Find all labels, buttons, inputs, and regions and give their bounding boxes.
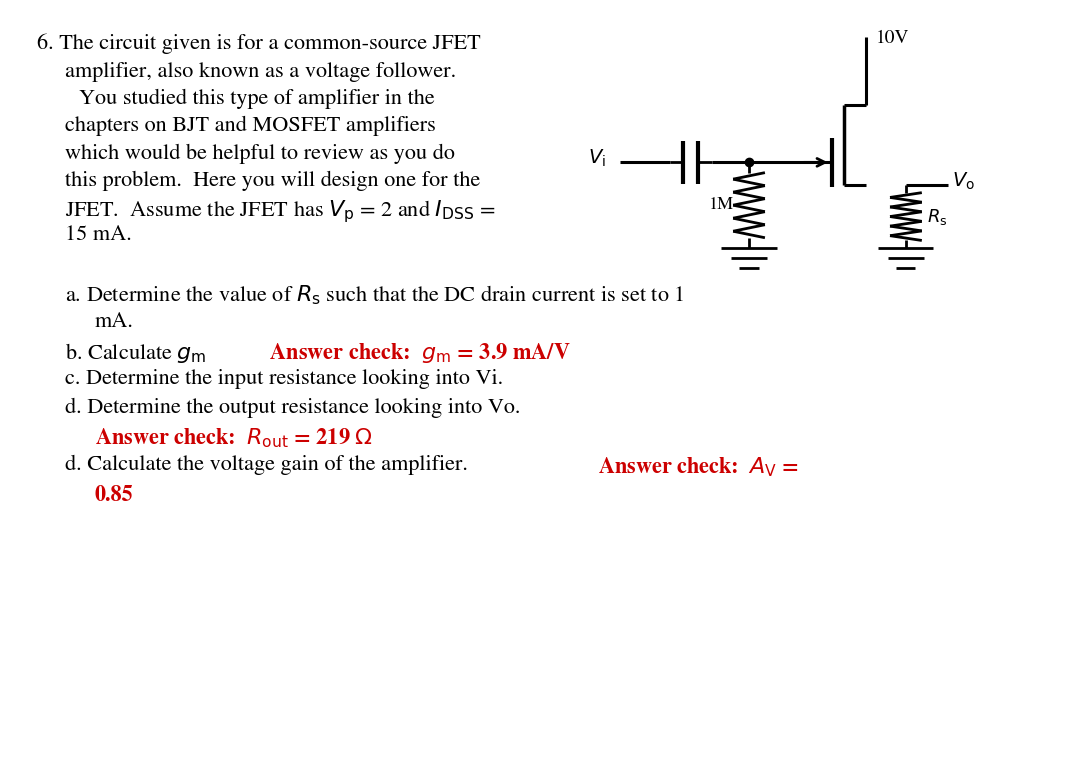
Text: $V_{\rm o}$: $V_{\rm o}$ <box>952 171 974 192</box>
Text: this problem.  Here you will design one for the: this problem. Here you will design one f… <box>66 171 480 191</box>
Text: 6. The circuit given is for a common-source JFET: 6. The circuit given is for a common-sou… <box>37 33 480 54</box>
Text: 15 mA.: 15 mA. <box>66 225 132 245</box>
Text: c. Determine the input resistance looking into Vi.: c. Determine the input resistance lookin… <box>66 369 504 389</box>
Text: Answer check:  $g_{\rm m}$ = 3.9 mA/V: Answer check: $g_{\rm m}$ = 3.9 mA/V <box>243 341 571 365</box>
Text: a. Determine the value of $R_{\rm s}$ such that the DC drain current is set to 1: a. Determine the value of $R_{\rm s}$ su… <box>66 283 685 307</box>
Text: 10V: 10V <box>876 29 910 47</box>
Text: mA.: mA. <box>95 313 134 332</box>
Text: Answer check:  $R_{\rm out}$ = 219 $\Omega$: Answer check: $R_{\rm out}$ = 219 $\Omeg… <box>95 426 373 450</box>
Text: d. Calculate the voltage gain of the amplifier.: d. Calculate the voltage gain of the amp… <box>66 455 468 476</box>
Text: chapters on BJT and MOSFET amplifiers: chapters on BJT and MOSFET amplifiers <box>66 116 436 137</box>
Text: which would be helpful to review as you do: which would be helpful to review as you … <box>66 144 455 164</box>
Text: JFET.  Assume the JFET has $V_{\rm p}$ = 2 and $I_{\rm DSS}$ =: JFET. Assume the JFET has $V_{\rm p}$ = … <box>66 198 496 225</box>
Text: 1M: 1M <box>709 197 734 213</box>
Text: d. Determine the output resistance looking into Vo.: d. Determine the output resistance looki… <box>66 398 521 418</box>
Text: $V_{\rm i}$: $V_{\rm i}$ <box>587 148 606 169</box>
Text: You studied this type of amplifier in the: You studied this type of amplifier in th… <box>79 89 435 109</box>
Text: amplifier, also known as a voltage follower.: amplifier, also known as a voltage follo… <box>66 62 456 82</box>
Text: Answer check:  $A_{\rm V}$ =: Answer check: $A_{\rm V}$ = <box>586 455 798 479</box>
Text: 0.85: 0.85 <box>95 485 133 506</box>
Text: b. Calculate $g_{\rm m}$: b. Calculate $g_{\rm m}$ <box>66 341 207 365</box>
Text: $R_{\rm s}$: $R_{\rm s}$ <box>927 207 947 226</box>
